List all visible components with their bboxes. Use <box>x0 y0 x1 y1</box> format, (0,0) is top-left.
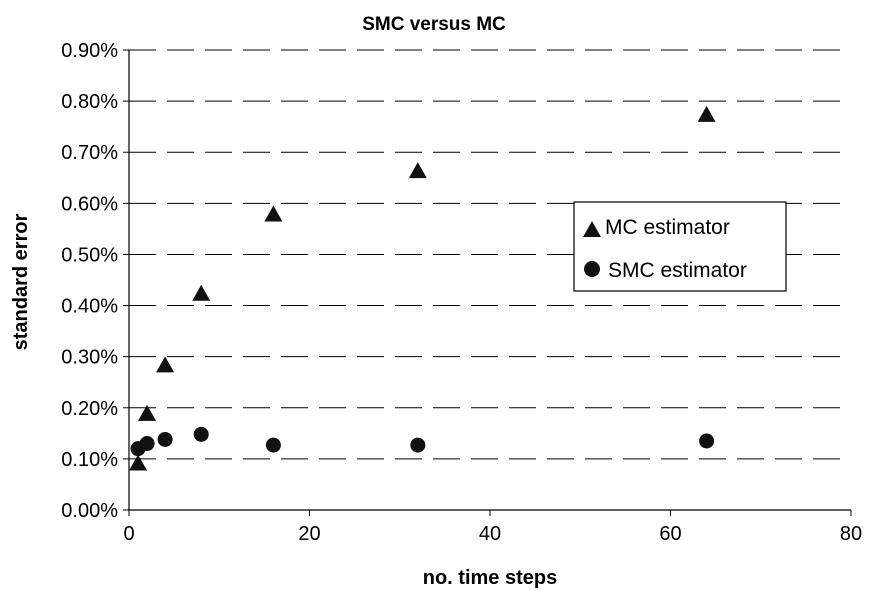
y-tick-label: 0.60% <box>61 193 118 215</box>
legend-triangle-icon <box>583 221 601 237</box>
mc-point <box>129 454 148 471</box>
x-tick-label: 0 <box>123 523 134 545</box>
x-tick-label: 60 <box>659 523 681 545</box>
y-tick-label: 0.50% <box>61 244 118 266</box>
smc-point <box>265 437 281 453</box>
mc-point <box>138 404 157 421</box>
smc-point <box>193 426 209 442</box>
y-tick-label: 0.00% <box>61 500 118 522</box>
x-tick-label: 80 <box>840 523 862 545</box>
smc-point <box>139 436 155 452</box>
legend: MC estimator SMC estimator <box>573 201 787 292</box>
legend-circle-icon <box>584 261 600 277</box>
mc-point <box>264 205 283 222</box>
x-tick-label: 20 <box>298 523 320 545</box>
y-tick-label: 0.90% <box>61 40 118 62</box>
data-points <box>129 105 716 471</box>
legend-label-smc: SMC estimator <box>608 259 747 282</box>
mc-point <box>192 284 211 301</box>
y-tick-label: 0.10% <box>61 449 118 471</box>
x-axis-title: no. time steps <box>423 567 557 589</box>
y-tick-label: 0.80% <box>61 91 118 113</box>
mc-point <box>697 105 716 122</box>
mc-point <box>156 356 175 373</box>
smc-point <box>157 431 173 447</box>
y-axis-title: standard error <box>10 213 32 350</box>
legend-box <box>573 201 787 292</box>
y-tick-label: 0.70% <box>61 142 118 164</box>
y-tick-label: 0.30% <box>61 347 118 369</box>
chart-title: SMC versus MC <box>362 14 506 35</box>
y-tick-label: 0.20% <box>61 398 118 420</box>
y-tick-label: 0.40% <box>61 296 118 318</box>
mc-point <box>408 162 427 179</box>
legend-label-mc: MC estimator <box>605 216 730 239</box>
smc-point <box>699 433 715 449</box>
smc-point <box>410 437 426 453</box>
gridlines <box>129 49 851 460</box>
x-tick-label: 40 <box>479 523 501 545</box>
y-axis-ticks: 0.00% 0.10% 0.20% 0.30% 0.40% 0.50% 0.60% 0.70%… <box>61 40 129 522</box>
x-axis-ticks: 0 20 40 60 80 <box>123 510 862 545</box>
